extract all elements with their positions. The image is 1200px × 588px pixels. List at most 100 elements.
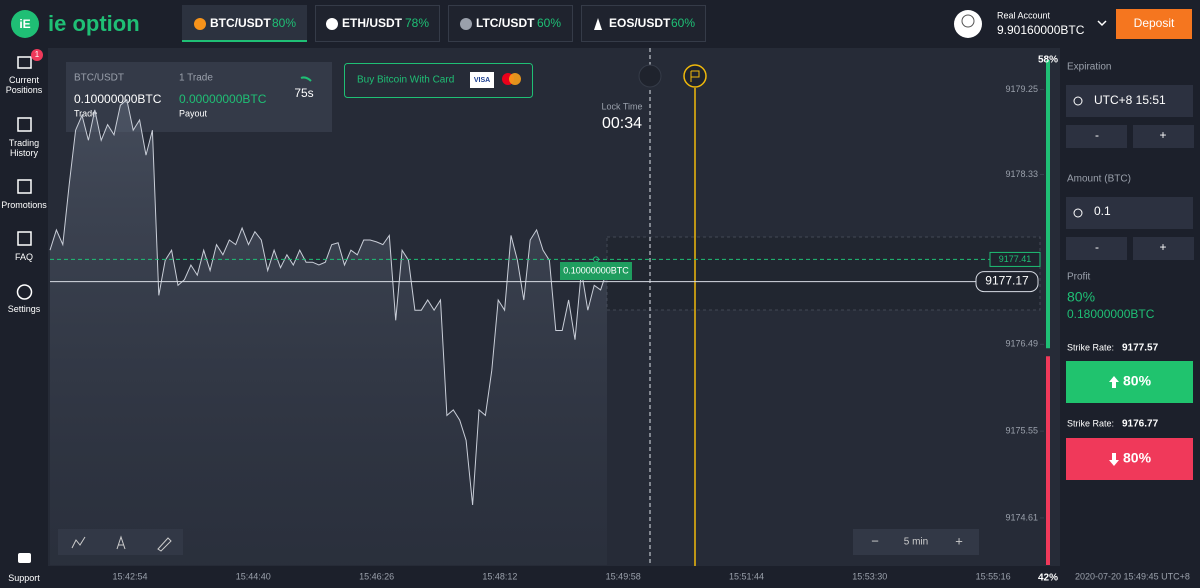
coin-icon <box>1073 208 1083 218</box>
expiration-input[interactable] <box>1066 85 1193 117</box>
plus-label: + <box>1159 128 1166 142</box>
logo-icon <box>11 10 39 38</box>
plus-button[interactable] <box>1133 237 1194 260</box>
y-tick-label: 9174.61 <box>1005 512 1038 522</box>
text-tool[interactable] <box>116 535 126 550</box>
timer-arc <box>300 76 312 82</box>
profit-percent: 80% <box>1067 289 1095 305</box>
trade-marker <box>560 262 632 280</box>
put-label: 80% <box>1123 450 1152 466</box>
trade-count: 1 Trade <box>179 73 213 84</box>
up-share-bar <box>1046 60 1050 349</box>
tab-payout: 60% <box>537 16 561 30</box>
nav-promotions[interactable]: Promotions <box>1 200 47 210</box>
down-arrow <box>1109 453 1119 466</box>
plus-label: + <box>1159 240 1166 254</box>
strike-label: Strike Rate: <box>1067 342 1114 352</box>
deposit-bg <box>1116 9 1192 39</box>
pen-tool[interactable] <box>157 537 172 552</box>
avatar[interactable] <box>954 10 982 38</box>
tab[interactable]: EOS/USDT 60% <box>581 5 706 42</box>
zoom-out[interactable]: − <box>871 533 879 548</box>
trade-box <box>66 62 332 132</box>
visa-text: VISA <box>474 77 490 84</box>
tab-payout: 60% <box>671 16 695 30</box>
amount-label: Amount (BTC) <box>1067 174 1131 185</box>
tab-pair: EOS/USDT <box>609 16 671 30</box>
x-tick-label: 15:42:54 <box>112 571 147 581</box>
balance: 9.90160000BTC <box>997 23 1085 37</box>
settings-icon[interactable] <box>16 284 33 300</box>
current-price-box <box>975 271 1039 293</box>
y-tick-label: 9175.55 <box>1005 426 1038 436</box>
x-tick-label: 15:46:26 <box>359 571 394 581</box>
history-icon[interactable] <box>17 117 32 132</box>
positions-icon[interactable] <box>17 56 32 69</box>
support-icon[interactable] <box>18 553 31 563</box>
indicator-tool[interactable] <box>71 536 86 549</box>
flag-icon <box>683 64 707 88</box>
nav-trading-history[interactable]: Trading History <box>8 138 40 158</box>
mastercard-yellow <box>509 73 521 85</box>
clock-icon <box>1073 96 1083 106</box>
y-tick-label: 9178.33 <box>1005 169 1038 179</box>
y-tick-label: 9179.25 <box>1005 84 1038 94</box>
entry-price-box <box>989 251 1041 267</box>
amount-input[interactable] <box>1066 197 1193 229</box>
down-share-label: 42% <box>1038 573 1058 584</box>
account-dropdown[interactable] <box>1097 20 1107 27</box>
badge-count: 1 <box>35 50 40 59</box>
put-button[interactable] <box>1066 438 1193 480</box>
zoom-in[interactable]: + <box>955 533 963 548</box>
timeframe[interactable]: 5 min <box>904 537 928 548</box>
call-button[interactable] <box>1066 361 1193 403</box>
buy-card-button[interactable]: Buy Bitcoin With Card VISA <box>344 63 533 98</box>
tab[interactable]: ETH/USDT 78% <box>315 5 440 42</box>
x-tick-label: 15:44:40 <box>236 571 271 581</box>
minus-button[interactable] <box>1066 125 1127 148</box>
buy-card-border <box>344 63 533 98</box>
coin-icon <box>194 18 206 30</box>
trade-amount: 0.10000000BTC <box>74 92 162 106</box>
tab-payout: 78% <box>405 16 429 30</box>
trade-payout: 0.00000000BTC <box>179 92 267 106</box>
promotions-icon[interactable] <box>17 179 32 194</box>
expiration-label: Expiration <box>1067 62 1111 73</box>
x-tick-label: 15:48:12 <box>482 571 517 581</box>
tab-underline <box>182 40 307 42</box>
nav-current-positions[interactable]: Current Positions <box>5 75 43 95</box>
drawing-toolbar <box>58 529 183 555</box>
minus-label: - <box>1095 240 1099 254</box>
timeframe-toolbar <box>853 529 979 555</box>
tab-pair: ETH/USDT <box>342 16 403 30</box>
expiry-zone <box>606 236 1041 311</box>
lock-time-label: Lock Time <box>601 101 642 111</box>
up-share-label: 58% <box>1038 55 1058 66</box>
nav-faq[interactable]: FAQ <box>14 252 33 262</box>
coin-icon <box>594 18 602 30</box>
current-price-label: 9177.17 <box>985 274 1029 288</box>
deposit-button[interactable]: Deposit <box>1116 9 1192 39</box>
price-chart: 9179.25 9178.33 9176.49 9175.55 9174.61 15:42… <box>49 60 1050 581</box>
tab[interactable]: BTC/USDT 80% <box>182 5 307 42</box>
deposit-label: Deposit <box>1134 16 1175 30</box>
visa-logo <box>470 72 494 88</box>
trade-timer: 75s <box>294 86 313 100</box>
up-arrow <box>1109 376 1119 388</box>
plus-button[interactable] <box>1133 125 1194 148</box>
strike-value: 9177.57 <box>1122 343 1159 354</box>
logo: ie option <box>48 11 140 36</box>
avatar-face <box>961 14 975 28</box>
nav-settings[interactable]: Settings <box>7 304 41 314</box>
tab-bg <box>581 5 706 42</box>
tab[interactable]: LTC/USDT 60% <box>448 5 573 42</box>
tab-pair: BTC/USDT <box>210 16 271 30</box>
account-type: Real Account <box>997 10 1051 20</box>
faq-icon[interactable] <box>17 231 32 246</box>
minus-button[interactable] <box>1066 237 1127 260</box>
x-tick-label: 15:51:44 <box>729 571 764 581</box>
price-line <box>49 98 608 506</box>
nav-support[interactable]: Support <box>8 573 40 583</box>
